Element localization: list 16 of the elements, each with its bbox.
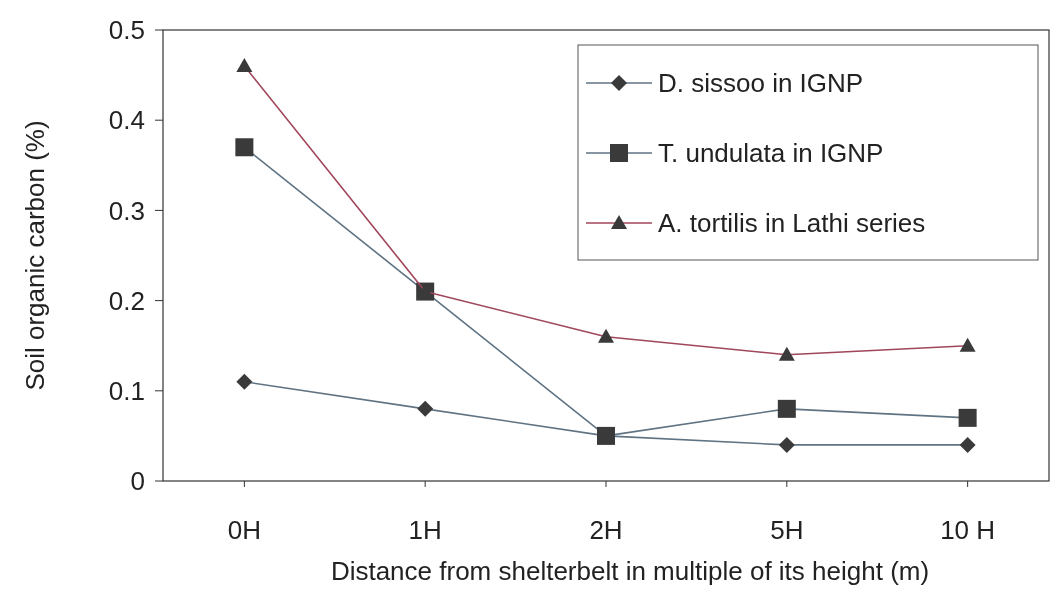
x-axis-title: Distance from shelterbelt in multiple of its height (m) — [330, 556, 930, 586]
legend-label: A. tortilis in Lathi series — [658, 208, 926, 239]
x-tick-label: 10 H — [940, 515, 996, 545]
x-tick-label: 1H — [408, 515, 442, 545]
x-tick-label: 2H — [589, 515, 623, 545]
y-tick-label: 0.3 — [108, 195, 145, 226]
y-tick-label: 0.4 — [108, 105, 145, 136]
x-tick-label: 0H — [227, 515, 261, 545]
y-tick-label: 0 — [130, 466, 145, 497]
y-tick-label: 0.2 — [108, 285, 145, 316]
legend-label: D. sissoo in IGNP — [658, 68, 864, 99]
y-tick-label: 0.5 — [108, 15, 145, 46]
y-tick-label: 0.1 — [108, 375, 145, 406]
legend-label: T. undulata in IGNP — [658, 138, 884, 169]
y-axis-title: Soil organic carbon (%) — [20, 120, 50, 391]
x-tick-label: 5H — [770, 515, 804, 545]
